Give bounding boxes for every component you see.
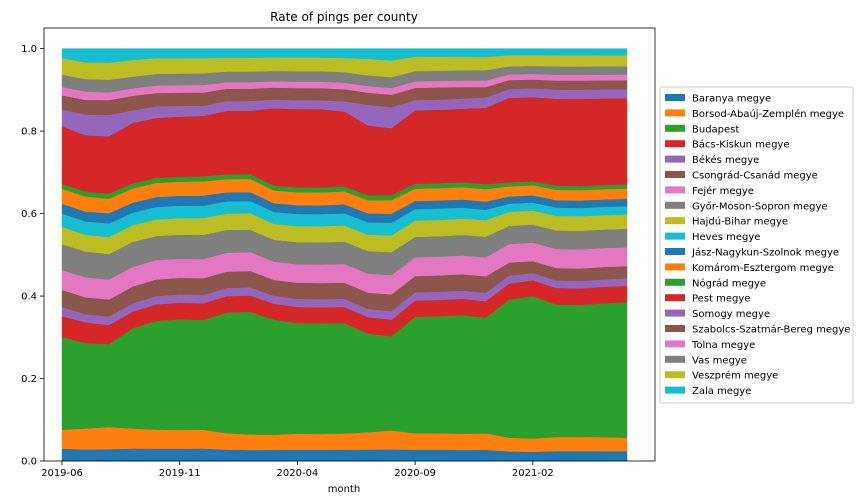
legend-entry: Jász-Nagykun-Szolnok megye [691, 247, 839, 259]
y-tick-label: 0.6 [21, 209, 37, 220]
legend-entry: Szabolcs-Szatmár-Bereg megye [692, 324, 850, 336]
area-series-19 [61, 48, 628, 63]
legend-entry: Pest megye [692, 294, 750, 305]
y-tick-label: 0.0 [21, 457, 37, 468]
legend-entry: Csongrád-Csanád megye [692, 170, 818, 182]
y-tick-label: 0.2 [21, 374, 37, 385]
legend-swatch [665, 201, 685, 209]
x-tick-label: 2019-11 [159, 468, 201, 479]
legend-swatch [665, 217, 685, 225]
y-tick-label: 0.4 [21, 292, 37, 303]
legend-entry: Borsod-Abaúj-Zemplén megye [692, 108, 844, 120]
legend-swatch [665, 124, 685, 132]
x-tick-label: 2019-06 [41, 468, 83, 479]
x-tick-label: 2020-09 [394, 468, 436, 479]
y-tick-label: 0.8 [21, 127, 37, 138]
legend-entry: Veszprém megye [692, 370, 778, 382]
legend-entry: Győr-Moson-Sopron megye [692, 200, 828, 212]
legend-entry: Bács-Kiskun megye [692, 139, 790, 151]
legend-swatch [665, 140, 685, 148]
x-axis-label: month [328, 484, 360, 495]
legend-entry: Békés megye [692, 154, 759, 166]
legend-swatch [665, 371, 685, 379]
legend-entry: Baranya megye [692, 94, 771, 105]
x-tick-label: 2020-04 [277, 468, 319, 479]
legend-swatch [665, 294, 685, 302]
chart-title: Rate of pings per county [270, 10, 418, 24]
area-layers [61, 48, 628, 462]
legend-entry: Hajdú-Bihar megye [692, 216, 788, 228]
legend-entry: Fejér megye [692, 185, 754, 197]
legend-swatch [665, 171, 685, 178]
legend-swatch [665, 248, 685, 255]
legend-entry: Budapest [692, 124, 739, 135]
legend-entry: Zala megye [692, 386, 751, 397]
legend-swatch [665, 109, 685, 117]
legend-box [659, 86, 854, 404]
legend-swatch [665, 155, 685, 163]
legend-swatch [665, 340, 685, 348]
y-axis: 0.0 0.2 0.4 0.6 0.8 1.0 [21, 44, 44, 468]
legend-swatch [665, 263, 685, 271]
legend-entry: Tolna megye [691, 340, 755, 351]
legend-entry: Heves megye [692, 232, 760, 243]
legend-entry: Nógrád megye [692, 277, 766, 289]
legend-swatch [665, 278, 685, 286]
y-tick-label: 1.0 [21, 44, 37, 55]
legend-swatch [665, 355, 685, 363]
legend-entry: Somogy megye [692, 309, 770, 320]
legend-swatch [665, 386, 685, 394]
legend-swatch [665, 325, 685, 332]
legend-swatch [665, 186, 685, 194]
x-tick-label: 2021-02 [512, 468, 554, 479]
legend: Baranya megye Borsod-Abaúj-Zemplén megye B… [659, 86, 854, 404]
x-axis: 2019-06 2019-11 2020-04 2020-09 2021-02 [41, 461, 554, 479]
legend-swatch [665, 232, 685, 240]
legend-entry: Vas megye [692, 355, 747, 366]
legend-swatch [665, 309, 685, 317]
plot-frame [43, 27, 656, 462]
legend-swatch [665, 94, 685, 101]
legend-entry: Komárom-Esztergom megye [692, 262, 834, 274]
